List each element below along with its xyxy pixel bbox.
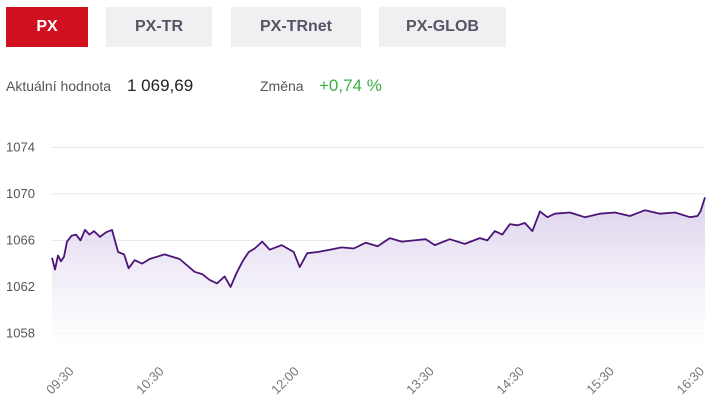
current-value-label: Aktuální hodnota [6,78,112,94]
x-tick-label: 14:30 [493,364,527,398]
x-tick-label: 16:30 [674,364,708,398]
x-tick-label: 13:30 [403,364,437,398]
y-tick-label: 1058 [6,325,35,340]
current-value: 1 069,69 [127,76,194,95]
x-axis: 09:30 10:30 12:00 13:30 14:30 15:30 16:30 [43,364,707,398]
chart-line [51,197,706,288]
x-tick-label: 12:00 [268,364,302,398]
x-tick-label: 10:30 [133,364,167,398]
y-tick-label: 1070 [6,186,35,201]
tab-px-tr[interactable]: PX-TR [106,7,212,47]
y-tick-label: 1066 [6,232,35,247]
y-tick-label: 1062 [6,279,35,294]
intraday-chart: 1058 1062 1066 1070 1074 09:30 10:30 12:00 13:3… [6,139,707,398]
chart-area [52,197,705,345]
tab-px-glob[interactable]: PX-GLOB [379,7,506,47]
change-label: Změna [260,78,304,94]
y-tick-label: 1074 [6,139,35,154]
index-stats: Aktuální hodnota 1 069,69 Změna +0,74 % [6,74,706,98]
x-tick-label: 09:30 [43,364,77,398]
tab-px[interactable]: PX [6,7,88,47]
tab-px-trnet[interactable]: PX-TRnet [231,7,361,47]
change-value: +0,74 % [319,76,382,95]
y-axis: 1058 1062 1066 1070 1074 [6,139,35,340]
x-tick-label: 15:30 [583,364,617,398]
